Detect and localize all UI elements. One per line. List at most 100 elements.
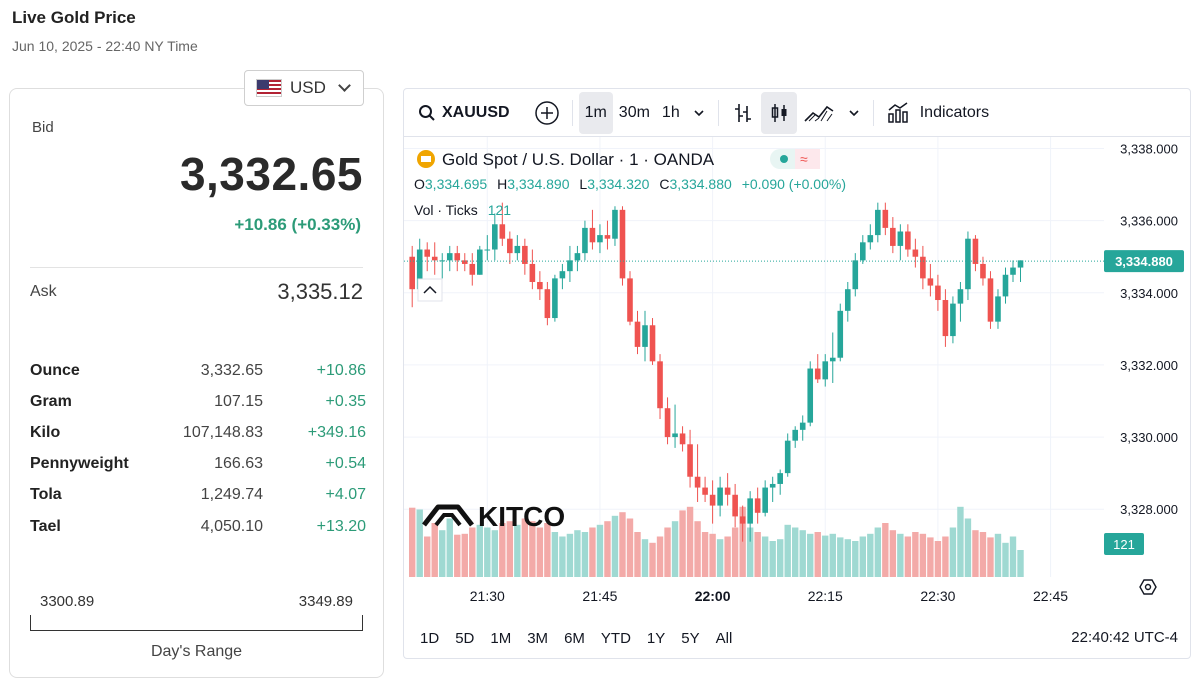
volume-bar: [521, 518, 529, 577]
volume-bar: [656, 536, 664, 577]
area-style-button[interactable]: [797, 92, 841, 134]
volume-bar: [514, 524, 521, 577]
candle: [424, 242, 431, 272]
y-tick-label: 3,330.000: [1120, 430, 1178, 445]
candle: [950, 296, 956, 344]
volume-bar: [641, 539, 649, 577]
range-1y[interactable]: 1Y: [646, 629, 666, 647]
volume-bar: [409, 507, 416, 577]
y-tick-label: 3,336.000: [1120, 214, 1178, 229]
volume-bar: [822, 535, 829, 577]
candles-style-button[interactable]: [760, 91, 797, 134]
range-5y[interactable]: 5Y: [681, 629, 700, 647]
candle: [642, 310, 648, 362]
candle: [935, 274, 941, 311]
volume-bar: [686, 506, 694, 577]
volume-bar: [934, 541, 942, 577]
candle: [995, 289, 1001, 329]
price-chart[interactable]: KITCO 3,338.000 3,336.000 3,334.000 3,332.0…: [404, 137, 1191, 617]
volume-bar: [431, 523, 438, 577]
candle: [559, 263, 566, 290]
volume-bar: [424, 536, 431, 577]
range-bar-bottom: 1D 5D 1M 3M 6M YTD 1Y 5Y All 22:40:42 UT…: [404, 617, 1190, 658]
volume-bar: [491, 530, 499, 577]
volume-bar: [499, 523, 506, 577]
volume-bar: [746, 527, 754, 577]
interval-30m[interactable]: 30m: [618, 103, 650, 121]
volume-bar: [1009, 536, 1017, 577]
symbol-label: XAUUSD: [442, 103, 510, 121]
volume-bar: [551, 532, 559, 577]
unit-price: 166.63: [214, 455, 263, 473]
unit-price: 1,249.74: [200, 486, 263, 504]
volume-bar: [716, 539, 724, 577]
range-6m[interactable]: 6M: [564, 629, 585, 647]
unit-name: Tael: [30, 517, 61, 535]
candle: [769, 476, 776, 502]
unit-change: +349.16: [307, 423, 366, 441]
unit-row-gram: Gram 107.15 +0.35: [30, 386, 366, 417]
unit-price: 107.15: [214, 392, 263, 410]
chevron-down-icon: [338, 79, 351, 92]
candles-icon: [771, 103, 787, 122]
price-panel: Bid 3,332.65 +10.86 (+0.33%) Ask 3,335.1…: [9, 88, 384, 678]
volume-bar: [874, 527, 882, 577]
candle: [1002, 267, 1009, 304]
range-ytd[interactable]: YTD: [600, 629, 631, 647]
candle: [612, 206, 618, 246]
candle: [469, 253, 476, 286]
candle: [619, 206, 626, 286]
currency-select[interactable]: USD: [244, 70, 364, 106]
interval-1m[interactable]: 1m: [578, 91, 613, 134]
range-3m[interactable]: 3M: [527, 629, 549, 647]
range-1d[interactable]: 1D: [420, 629, 440, 647]
volume-bar: [912, 532, 919, 577]
candle: [852, 253, 859, 297]
candle: [829, 332, 836, 383]
symbol-search[interactable]: XAUUSD: [412, 92, 516, 134]
candle: [882, 202, 889, 236]
page-subtitle: Jun 10, 2025 - 22:40 NY Time: [12, 38, 198, 54]
volume-bar: [852, 541, 859, 577]
ask-price: 3,335.12: [277, 279, 363, 304]
unit-name: Pennyweight: [30, 455, 129, 473]
bar-style-button[interactable]: [725, 92, 761, 134]
y-tick-label: 3,338.000: [1120, 142, 1178, 157]
volume-bar: [792, 527, 799, 577]
candle: [724, 473, 731, 506]
indicators-icon: [887, 101, 908, 123]
range-1m[interactable]: 1M: [490, 629, 512, 647]
collapse-legend-button[interactable]: [417, 278, 443, 302]
range-all[interactable]: All: [715, 629, 733, 647]
candle: [552, 274, 558, 322]
interval-1h[interactable]: 1h: [661, 103, 680, 121]
volume-bar: [957, 506, 964, 577]
unit-price: 3,332.65: [200, 361, 263, 379]
unit-name: Tola: [30, 486, 62, 504]
candle: [492, 213, 498, 261]
candle: [604, 220, 611, 250]
market-status[interactable]: ≈: [770, 149, 820, 169]
candle: [702, 476, 708, 502]
volume-bar: [949, 527, 957, 577]
interval-dropdown[interactable]: [686, 92, 712, 134]
unit-row-ounce: Ounce 3,332.65 +10.86: [30, 355, 366, 386]
candle: [664, 397, 671, 445]
settings-icon[interactable]: [1139, 579, 1157, 595]
candle: [499, 202, 506, 246]
candle: [574, 245, 581, 272]
range-5d[interactable]: 5D: [455, 629, 475, 647]
candle: [409, 245, 415, 308]
indicators-button[interactable]: Indicators: [880, 92, 995, 134]
volume-bar: [807, 533, 814, 577]
candle: [875, 202, 881, 243]
volume-bar: [649, 542, 656, 577]
unit-name: Ounce: [30, 361, 80, 379]
compare-button[interactable]: [528, 92, 566, 134]
candle: [634, 310, 641, 355]
candle: [739, 505, 746, 542]
candle: [672, 404, 678, 448]
chart-type-dropdown[interactable]: [841, 92, 867, 134]
volume-bar: [784, 524, 791, 577]
volume-bar: [979, 532, 987, 577]
